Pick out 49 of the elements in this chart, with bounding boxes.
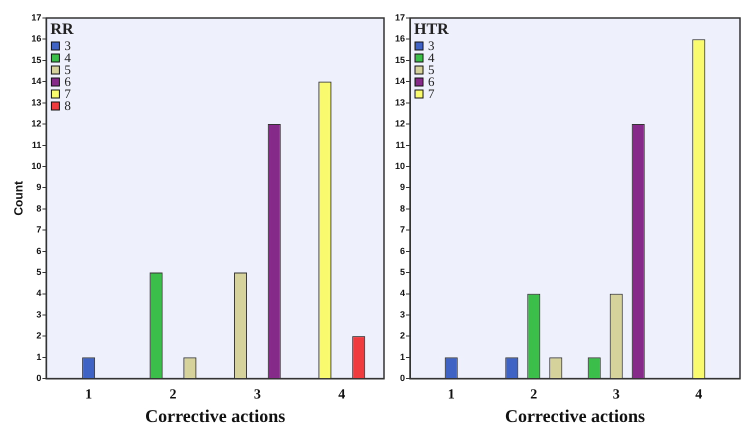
y-tick-label: 4 <box>36 288 42 298</box>
y-axis-title: Count <box>12 180 26 216</box>
y-tick-label: 5 <box>36 267 42 278</box>
y-tick-label: 14 <box>31 76 42 86</box>
legend-title: HTR <box>414 21 450 38</box>
y-tick-label: 11 <box>32 140 42 150</box>
y-tick-label: 14 <box>394 76 406 86</box>
y-tick-label: 12 <box>394 118 406 129</box>
y-tick-label: 6 <box>36 246 42 256</box>
x-tick-label: 3 <box>254 388 261 403</box>
x-tick-label: 2 <box>530 388 538 403</box>
y-tick-label: 8 <box>400 203 406 214</box>
y-tick-label: 13 <box>394 97 406 108</box>
y-tick-label: 6 <box>400 246 406 256</box>
y-tick-label: 3 <box>36 309 42 320</box>
y-tick-label: 7 <box>36 224 42 235</box>
y-tick-label: 15 <box>31 54 42 65</box>
y-tick-label: 1 <box>36 352 42 362</box>
y-tick-label: 15 <box>394 54 406 65</box>
y-tick-label: 17 <box>31 12 42 22</box>
y-tick-label: 10 <box>394 160 406 171</box>
y-tick-label: 16 <box>394 34 406 44</box>
x-axis-title: Corrective actions <box>145 406 286 426</box>
x-tick-label: 1 <box>448 388 455 403</box>
y-tick-label: 2 <box>400 330 406 341</box>
y-tick-label: 9 <box>400 182 406 192</box>
y-tick-label: 7 <box>400 224 406 235</box>
y-tick-label: 3 <box>400 309 406 320</box>
x-tick-label: 3 <box>612 388 620 403</box>
y-tick-label: 5 <box>400 267 406 278</box>
y-tick-label: 1 <box>400 352 406 362</box>
y-tick-label: 10 <box>31 160 42 171</box>
y-tick-label: 0 <box>400 373 406 384</box>
y-tick-label: 0 <box>36 373 42 384</box>
x-tick-label: 4 <box>695 388 702 403</box>
y-tick-label: 12 <box>31 118 42 129</box>
x-tick-label: 4 <box>338 388 346 403</box>
y-tick-label: 2 <box>36 330 42 341</box>
y-tick-label: 9 <box>36 182 42 192</box>
y-tick-label: 8 <box>36 203 42 214</box>
y-tick-label: 16 <box>31 34 42 44</box>
x-tick-label: 2 <box>170 388 177 403</box>
x-tick-label: 1 <box>85 388 92 403</box>
x-axis-title: Corrective actions <box>504 406 646 426</box>
y-tick-label: 11 <box>395 140 406 150</box>
y-tick-label: 4 <box>400 288 406 298</box>
y-tick-label: 17 <box>394 12 406 22</box>
y-tick-label: 13 <box>31 97 42 108</box>
legend-title: RR <box>50 21 74 38</box>
